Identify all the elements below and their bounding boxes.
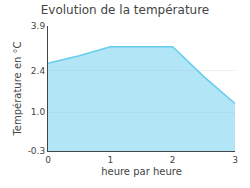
svg-text:-0.3: -0.3	[28, 146, 46, 156]
svg-text:heure par heure: heure par heure	[101, 166, 182, 177]
svg-text:2.4: 2.4	[31, 66, 46, 76]
svg-text:1: 1	[107, 155, 113, 165]
svg-text:1.0: 1.0	[31, 107, 46, 117]
svg-text:3.9: 3.9	[31, 21, 46, 31]
svg-text:Evolution de la température: Evolution de la température	[41, 3, 210, 17]
svg-text:2: 2	[170, 155, 176, 165]
svg-text:0: 0	[45, 155, 51, 165]
svg-text:3: 3	[232, 155, 238, 165]
svg-text:Température en °C: Température en °C	[12, 41, 23, 136]
